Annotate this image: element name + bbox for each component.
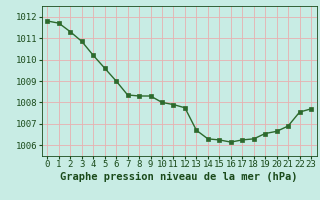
X-axis label: Graphe pression niveau de la mer (hPa): Graphe pression niveau de la mer (hPa) <box>60 172 298 182</box>
